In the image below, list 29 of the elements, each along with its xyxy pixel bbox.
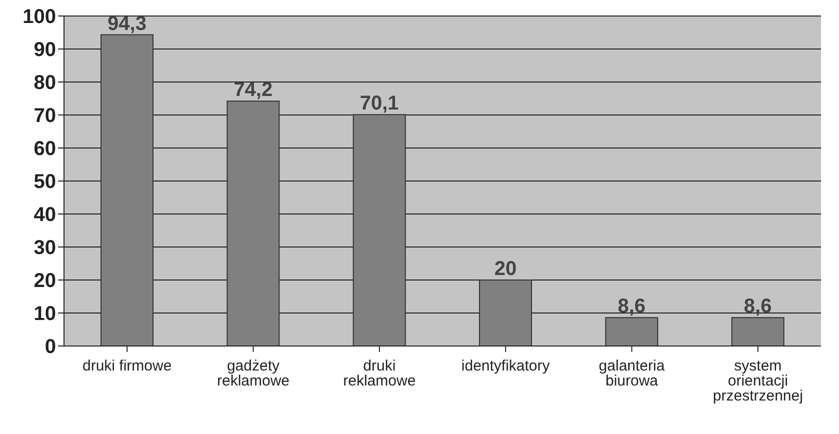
x-tick-label: identyfikatory [461, 358, 550, 375]
bar [226, 100, 280, 346]
x-tick-label: druki firmowe [82, 358, 172, 375]
data-label: 70,1 [360, 92, 399, 115]
bar [100, 34, 154, 346]
bar [731, 317, 784, 346]
y-tick-label: 30 [34, 237, 56, 260]
data-label: 94,3 [108, 12, 146, 35]
y-tick-label: 70 [34, 105, 56, 128]
x-tick-label: druki reklamowe [343, 358, 416, 390]
y-tick-label: 60 [34, 138, 56, 160]
y-tick-label: 80 [34, 72, 56, 94]
y-tick-label: 10 [34, 303, 56, 326]
x-tick-label: gadżety reklamowe [216, 358, 290, 390]
x-tick-label: galanteria biurowa [598, 358, 666, 390]
data-label: 74,2 [234, 79, 273, 102]
bar [352, 114, 406, 346]
data-label: 8,6 [744, 296, 772, 318]
data-label: 20 [494, 258, 517, 280]
data-label: 8,6 [618, 296, 646, 318]
y-tick-label: 0 [44, 336, 56, 358]
y-tick-label: 50 [34, 171, 56, 194]
y-tick-label: 100 [22, 6, 56, 28]
bar [605, 317, 658, 346]
x-tick-label: system orientacji przestrzennej [712, 358, 803, 405]
y-tick-label: 20 [34, 270, 56, 292]
y-tick-label: 40 [34, 204, 56, 226]
y-tick-label: 90 [34, 39, 56, 62]
bar [479, 280, 532, 346]
